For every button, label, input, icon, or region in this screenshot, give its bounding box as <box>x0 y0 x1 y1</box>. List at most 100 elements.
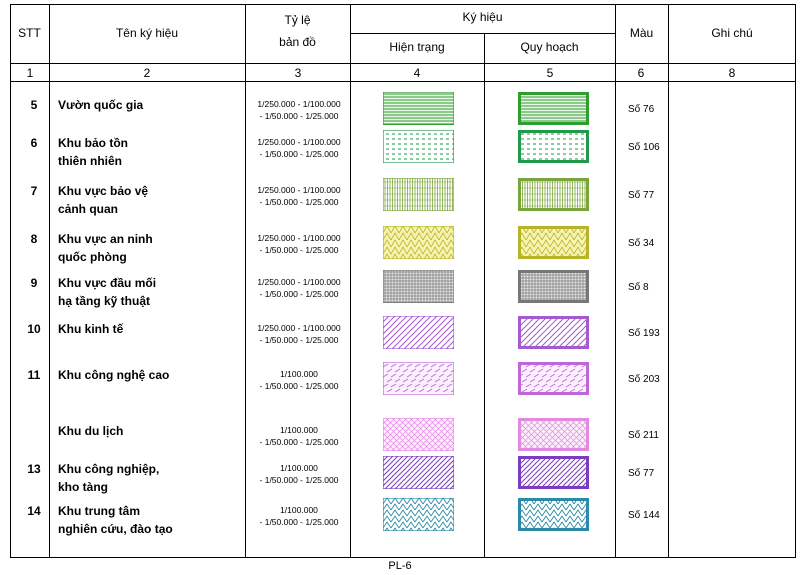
row-stt: 5 <box>30 98 38 112</box>
symbol-planning-cross <box>518 418 589 451</box>
header-planning: Quy hoạch <box>520 40 579 54</box>
symbol-current-dashdiag <box>383 362 454 395</box>
col-divider <box>668 4 669 558</box>
row-scale: 1/100.000 - 1/50.000 - 1/25.000 <box>245 368 353 392</box>
column-number: 8 <box>728 66 736 80</box>
row-scale: 1/100.000 - 1/50.000 - 1/25.000 <box>245 462 353 486</box>
row-divider <box>350 33 615 34</box>
row-name-line2: nghiên cứu, đào tạo <box>58 522 173 536</box>
symbol-planning-diag <box>518 316 589 349</box>
row-name-line1: Khu vực bảo vệ <box>58 184 149 198</box>
row-name: Khu công nghiệp, kho tàng <box>58 460 159 496</box>
symbol-current-diag <box>383 316 454 349</box>
column-number: 4 <box>413 66 421 80</box>
symbol-planning-dash <box>518 130 589 163</box>
row-scale-line1: 1/100.000 <box>280 463 318 473</box>
col-divider <box>49 4 50 558</box>
row-scale-line2: - 1/50.000 - 1/25.000 <box>259 245 339 255</box>
row-name-line2: kho tàng <box>58 480 108 494</box>
row-name-line1: Khu du lịch <box>58 424 124 438</box>
row-scale: 1/250.000 - 1/100.000 - 1/50.000 - 1/25.0… <box>245 136 353 160</box>
row-color-code: Số 8 <box>628 282 649 293</box>
row-color-code: Số 211 <box>628 430 659 441</box>
symbol-planning-hstripes <box>518 92 589 125</box>
symbol-planning-diag2 <box>518 456 589 489</box>
row-stt: 8 <box>30 232 38 246</box>
row-scale-line1: 1/100.000 <box>280 505 318 515</box>
table-frame <box>10 4 796 558</box>
row-color-code: Số 77 <box>628 468 655 479</box>
row-stt: 7 <box>30 184 38 198</box>
row-name-line1: Khu công nghiệp, <box>58 462 160 476</box>
col-divider <box>350 4 351 558</box>
symbol-current-vstripes <box>383 178 454 211</box>
row-name-line1: Vườn quốc gia <box>58 98 144 112</box>
column-number: 6 <box>637 66 645 80</box>
symbol-current-cross <box>383 418 454 451</box>
row-stt: 11 <box>27 368 41 382</box>
row-scale: 1/100.000 - 1/50.000 - 1/25.000 <box>245 504 353 528</box>
row-scale-line2: - 1/50.000 - 1/25.000 <box>259 437 339 447</box>
header-current: Hiện trạng <box>389 40 445 54</box>
row-color-code: Số 34 <box>628 238 655 249</box>
row-color-code: Số 193 <box>628 328 660 339</box>
symbol-current-triangles <box>383 226 454 259</box>
row-name: Khu vực an ninh quốc phòng <box>58 230 153 266</box>
row-divider <box>10 81 796 82</box>
header-scale-line1: Tỷ lệ <box>284 13 311 27</box>
row-scale: 1/250.000 - 1/100.000 - 1/50.000 - 1/25.0… <box>245 276 353 300</box>
row-stt: 9 <box>30 276 38 290</box>
row-scale-line1: 1/250.000 - 1/100.000 <box>257 99 341 109</box>
symbol-current-hstripes <box>383 92 454 125</box>
row-scale-line2: - 1/50.000 - 1/25.000 <box>259 381 339 391</box>
symbol-current-diag2 <box>383 456 454 489</box>
row-scale-line2: - 1/50.000 - 1/25.000 <box>259 517 339 527</box>
row-name: Khu công nghệ cao <box>58 366 169 384</box>
row-color-code: Số 144 <box>628 510 660 521</box>
row-color-code: Số 77 <box>628 190 655 201</box>
row-name: Khu du lịch <box>58 422 123 440</box>
column-number: 3 <box>294 66 302 80</box>
header-name: Tên ký hiệu <box>115 26 179 40</box>
symbol-planning-triangles <box>518 226 589 259</box>
col-divider <box>484 33 485 558</box>
row-scale-line2: - 1/50.000 - 1/25.000 <box>259 111 339 121</box>
symbol-planning-dashdiag <box>518 362 589 395</box>
row-name-line2: thiên nhiên <box>58 154 122 168</box>
row-stt: 13 <box>27 462 41 476</box>
row-name-line1: Khu vực an ninh <box>58 232 153 246</box>
row-color-code: Số 106 <box>628 142 660 153</box>
symbol-current-grid <box>383 270 454 303</box>
row-name: Khu vực đầu mối hạ tầng kỹ thuật <box>58 274 156 310</box>
row-scale-line1: 1/250.000 - 1/100.000 <box>257 323 341 333</box>
row-name-line1: Khu vực đầu mối <box>58 276 157 290</box>
row-scale-line2: - 1/50.000 - 1/25.000 <box>259 289 339 299</box>
row-divider <box>10 63 796 64</box>
row-scale-line2: - 1/50.000 - 1/25.000 <box>259 149 339 159</box>
row-name: Khu bảo tồn thiên nhiên <box>58 134 128 170</box>
row-name-line2: quốc phòng <box>58 250 127 264</box>
row-scale: 1/250.000 - 1/100.000 - 1/50.000 - 1/25.0… <box>245 184 353 208</box>
col-divider <box>615 4 616 558</box>
row-scale: 1/250.000 - 1/100.000 - 1/50.000 - 1/25.0… <box>245 98 353 122</box>
row-color-code: Số 203 <box>628 374 660 385</box>
column-number: 5 <box>546 66 554 80</box>
row-scale-line1: 1/250.000 - 1/100.000 <box>257 185 341 195</box>
header-stt: STT <box>18 26 41 40</box>
header-note: Ghi chú <box>711 26 753 40</box>
row-scale-line1: 1/100.000 <box>280 425 318 435</box>
row-stt: 6 <box>30 136 38 150</box>
row-scale: 1/100.000 - 1/50.000 - 1/25.000 <box>245 424 353 448</box>
row-name: Khu trung tâm nghiên cứu, đào tạo <box>58 502 173 538</box>
col-divider <box>245 4 246 558</box>
row-name-line1: Khu kinh tế <box>58 322 124 336</box>
row-name: Khu kinh tế <box>58 320 123 338</box>
row-name-line2: cảnh quan <box>58 202 119 216</box>
row-scale: 1/250.000 - 1/100.000 - 1/50.000 - 1/25.0… <box>245 322 353 346</box>
row-name-line1: Khu trung tâm <box>58 504 140 518</box>
row-name-line1: Khu công nghệ cao <box>58 368 170 382</box>
symbol-planning-grid <box>518 270 589 303</box>
row-scale: 1/250.000 - 1/100.000 - 1/50.000 - 1/25.0… <box>245 232 353 256</box>
row-name: Vườn quốc gia <box>58 96 143 114</box>
symbol-planning-weave <box>518 498 589 531</box>
